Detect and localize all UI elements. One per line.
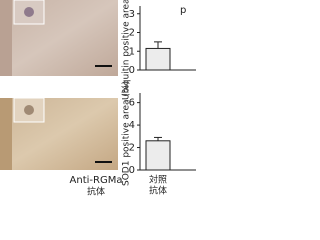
y-tick-label: 3 — [129, 9, 135, 20]
y-tick-label: 1 — [129, 46, 135, 57]
annotation: p — [180, 5, 186, 16]
y-tick-label: 2 — [129, 28, 135, 39]
y-tick-label: 6 — [129, 98, 135, 109]
y-axis-label: SOD1 positive area (%) — [122, 81, 132, 186]
y-tick-label: 0 — [129, 165, 135, 176]
x-tick-label: 対照 — [149, 174, 167, 186]
bar — [145, 140, 171, 171]
y-tick-label: 2 — [129, 143, 135, 154]
image-sublabel: 抗体 — [87, 186, 105, 197]
y-axis-label: Ubiquitin positive area (%) — [122, 0, 132, 100]
y-tick-label: 4 — [129, 120, 135, 131]
x-tick-sublabel: 抗体 — [149, 185, 167, 197]
image-label: Anti-RGMa — [70, 175, 123, 186]
bar — [145, 47, 171, 71]
page: {"image_labels": {"antibody": "Anti-RGMa… — [0, 0, 196, 196]
y-tick-label: 0 — [129, 65, 135, 76]
micrograph-bottom — [0, 97, 118, 170]
micrograph-top — [0, 0, 118, 76]
